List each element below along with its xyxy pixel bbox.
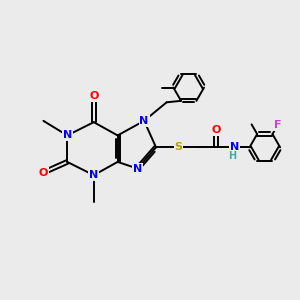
Text: O: O [89,91,98,101]
Text: N: N [133,164,142,173]
Text: N: N [230,142,239,152]
Text: N: N [89,170,98,180]
Text: O: O [211,125,220,135]
Text: S: S [175,142,183,152]
Text: O: O [39,167,48,178]
Text: N: N [63,130,72,140]
Text: N: N [140,116,149,126]
Text: H: H [228,151,236,161]
Text: F: F [274,120,281,130]
